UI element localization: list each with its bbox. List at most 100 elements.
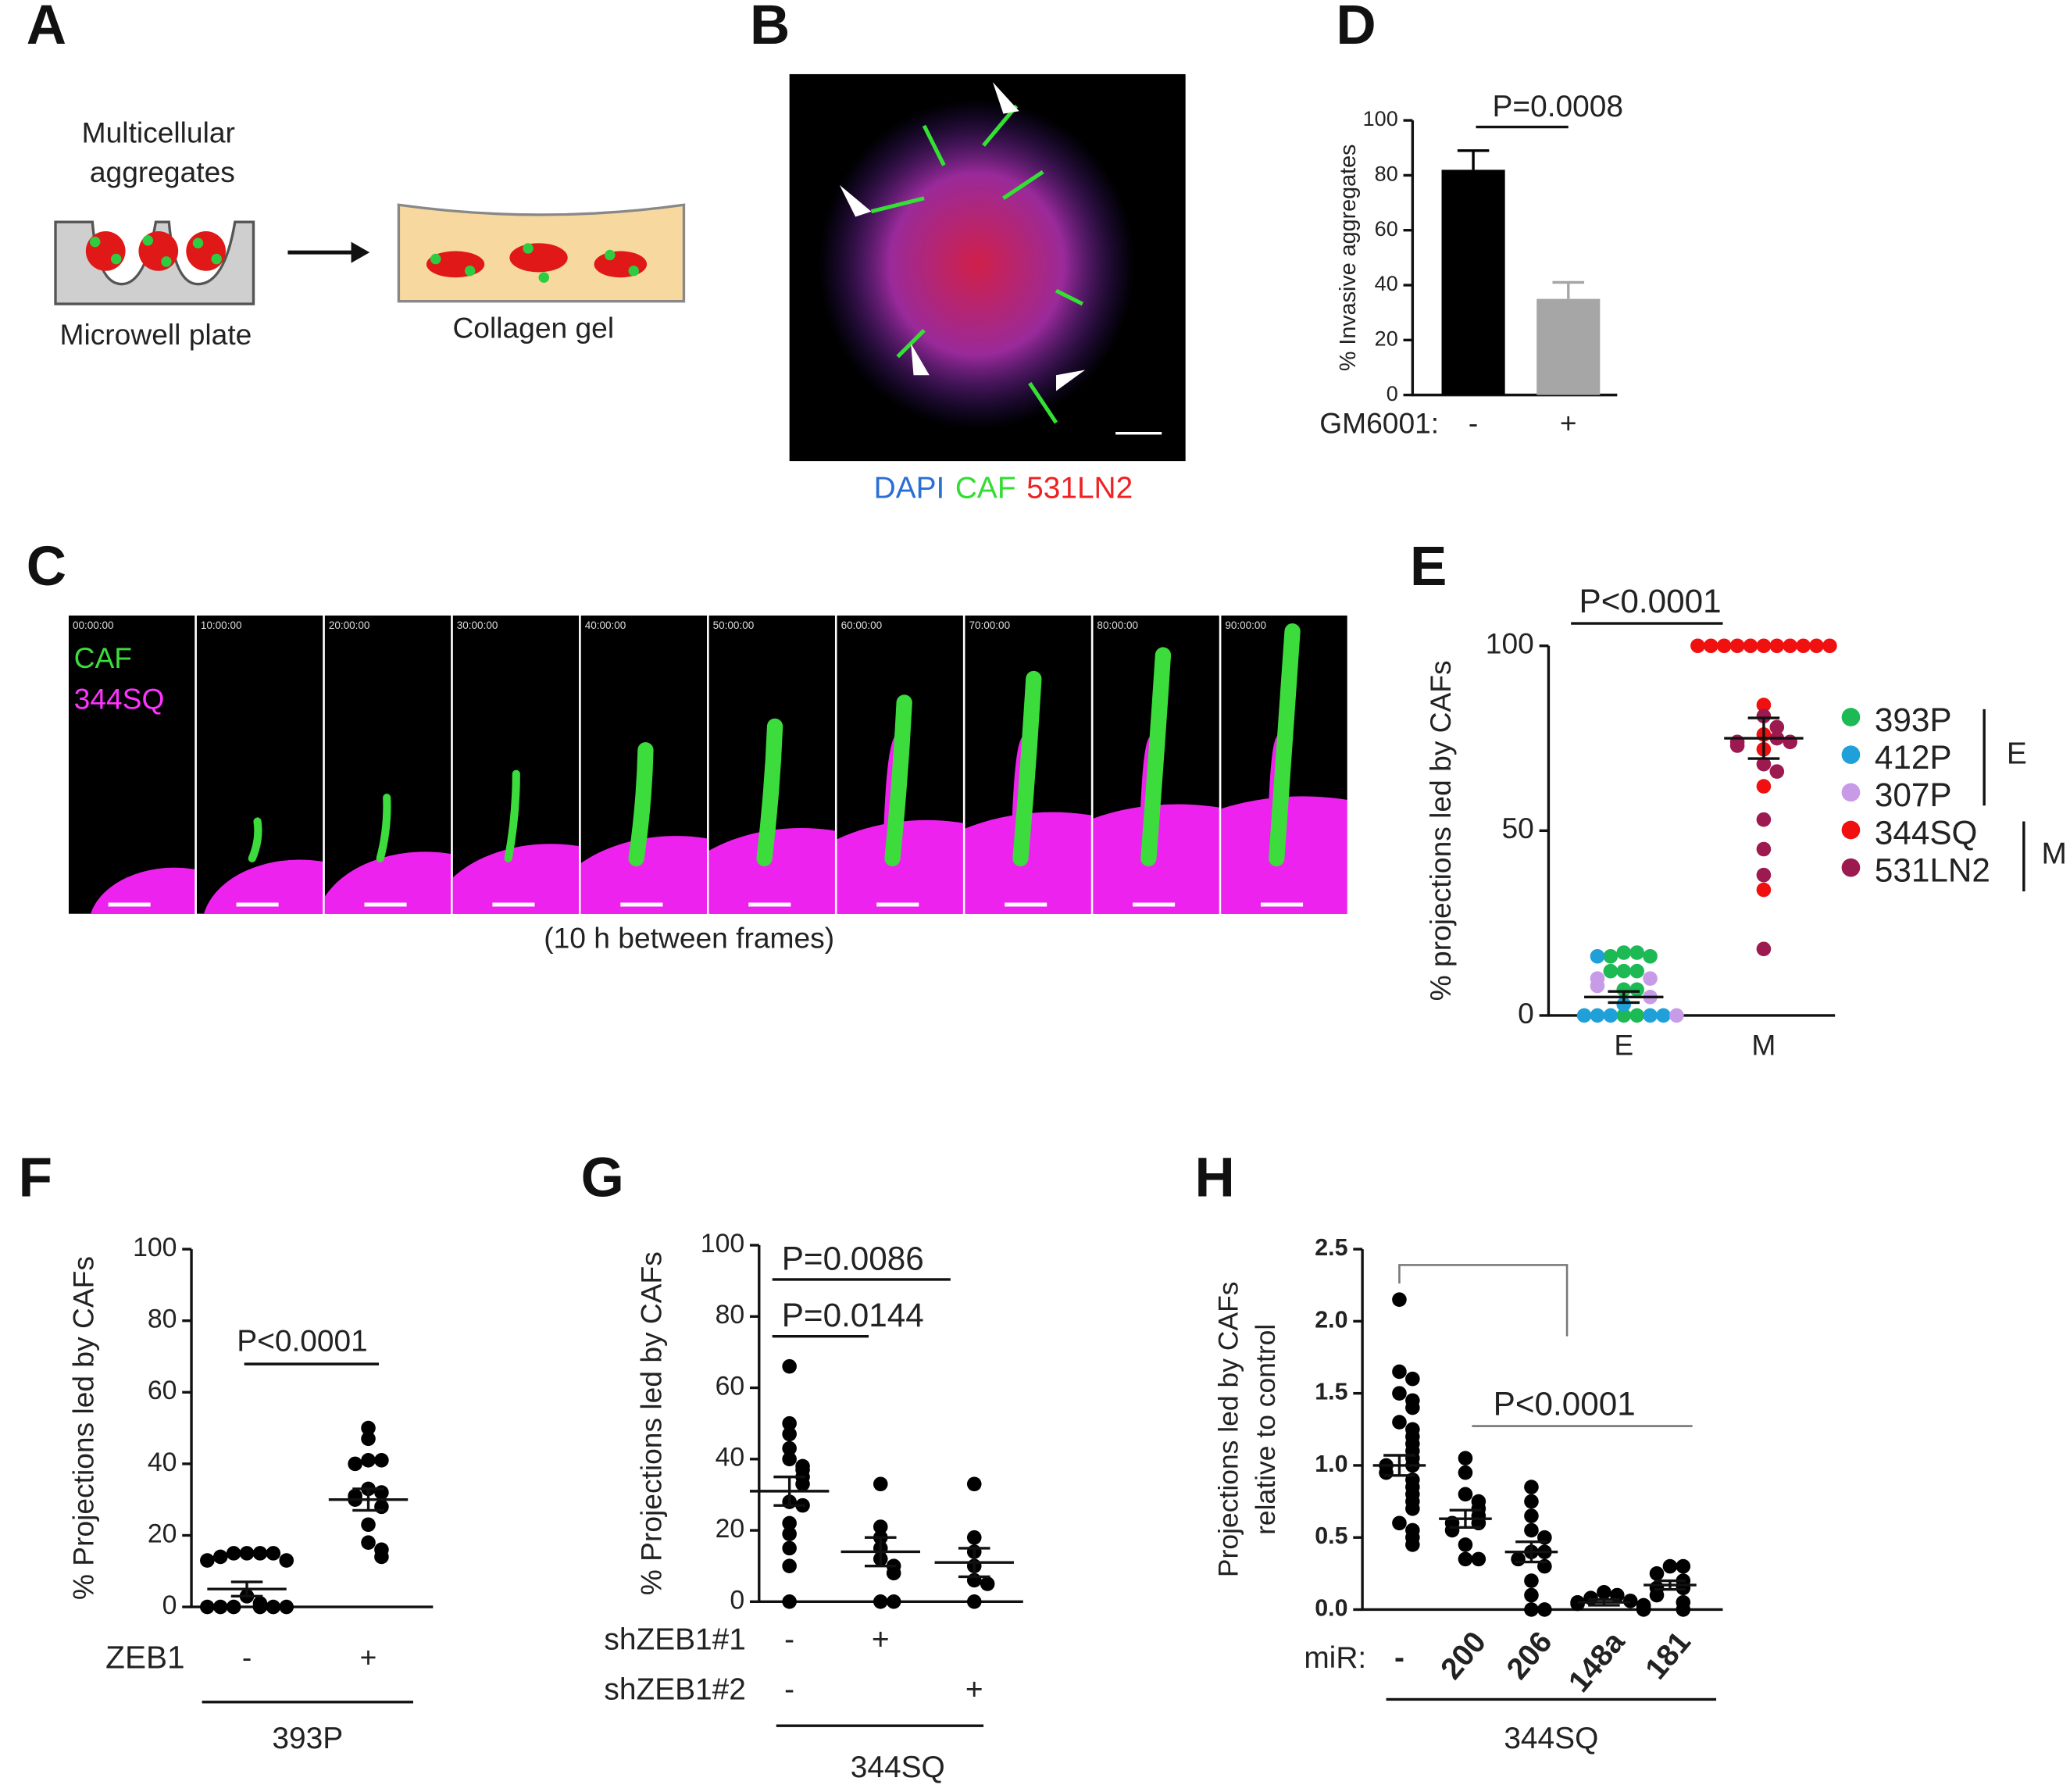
y-tick-label: 80 bbox=[716, 1300, 745, 1330]
legend-swatch bbox=[1841, 858, 1861, 877]
x-axis-label: ZEB1 bbox=[105, 1639, 184, 1675]
data-point bbox=[1590, 1008, 1605, 1023]
p-value: P<0.0001 bbox=[1579, 583, 1722, 619]
y-tick-label: 1.0 bbox=[1315, 1451, 1347, 1477]
x-axis-label: GM6001: bbox=[1319, 406, 1439, 439]
data-point bbox=[782, 1558, 797, 1573]
y-tick-label: 50 bbox=[1501, 812, 1533, 844]
timestamp: 50:00:00 bbox=[713, 619, 755, 631]
y-tick-label: 20 bbox=[1375, 327, 1398, 350]
data-point bbox=[1822, 638, 1837, 654]
data-point bbox=[1444, 1522, 1460, 1538]
data-point bbox=[1458, 1451, 1473, 1465]
data-point bbox=[1756, 812, 1772, 827]
data-point bbox=[1676, 1558, 1691, 1574]
data-point bbox=[374, 1453, 389, 1468]
legend-label: 307P bbox=[1875, 776, 1952, 813]
data-point bbox=[1616, 1008, 1632, 1023]
data-point bbox=[1622, 1594, 1638, 1608]
data-point bbox=[1756, 779, 1772, 794]
data-point bbox=[1636, 1602, 1651, 1617]
data-point bbox=[966, 1530, 982, 1545]
data-point bbox=[980, 1576, 995, 1591]
data-point bbox=[1729, 738, 1745, 753]
data-point bbox=[1690, 638, 1705, 654]
data-point bbox=[1756, 709, 1772, 723]
data-point bbox=[1405, 1400, 1420, 1415]
data-point bbox=[1756, 756, 1772, 772]
data-point bbox=[1392, 1386, 1407, 1401]
schematic-a: Multicellular aggregates Microwell plate… bbox=[54, 116, 686, 351]
panel-label: H bbox=[1194, 1148, 1234, 1209]
aggregates bbox=[85, 231, 226, 271]
data-point bbox=[782, 1451, 797, 1467]
data-point bbox=[1405, 1537, 1420, 1552]
p-value: P=0.0008 bbox=[1493, 90, 1623, 123]
frame bbox=[708, 615, 836, 914]
data-point bbox=[782, 1526, 797, 1541]
data-point bbox=[782, 1415, 797, 1431]
panel-label: A bbox=[27, 0, 66, 56]
data-point bbox=[1756, 841, 1772, 857]
data-point bbox=[1756, 941, 1772, 957]
data-point bbox=[1392, 1515, 1407, 1531]
data-point bbox=[1662, 1558, 1678, 1574]
data-point bbox=[361, 1431, 376, 1447]
data-point bbox=[200, 1553, 215, 1568]
caf bbox=[628, 742, 654, 866]
data-point bbox=[1669, 1008, 1684, 1023]
data-point bbox=[1756, 698, 1772, 712]
x-tick-label: M bbox=[1751, 1028, 1776, 1061]
data-point bbox=[252, 1546, 268, 1561]
data-point bbox=[1616, 963, 1632, 979]
data-point bbox=[782, 1594, 797, 1609]
y-tick-label: 1.5 bbox=[1315, 1379, 1347, 1405]
timestamp: 60:00:00 bbox=[841, 619, 883, 631]
data-point bbox=[1809, 638, 1824, 654]
x-tick-label: E bbox=[1614, 1028, 1633, 1061]
invading-aggregates bbox=[426, 243, 648, 283]
data-point bbox=[1524, 1587, 1539, 1603]
tumor-cell bbox=[580, 836, 708, 914]
bracket bbox=[1398, 1264, 1569, 1337]
data-point bbox=[782, 1515, 797, 1531]
data-point bbox=[252, 1599, 268, 1615]
y-tick-label: 0 bbox=[730, 1585, 744, 1615]
data-point bbox=[1743, 638, 1758, 654]
data-point bbox=[1676, 1580, 1691, 1596]
data-point bbox=[1379, 1465, 1394, 1480]
caption: (10 h between frames) bbox=[544, 921, 834, 954]
data-point bbox=[1524, 1494, 1539, 1509]
data-point bbox=[886, 1594, 901, 1609]
data-point bbox=[374, 1499, 389, 1515]
row-label: shZEB1#1 bbox=[604, 1622, 745, 1656]
x-tick-label: - bbox=[1469, 406, 1478, 439]
stain-name: DAPI bbox=[874, 472, 945, 505]
data-point bbox=[1629, 963, 1644, 979]
tumor-cell bbox=[1093, 804, 1220, 914]
caf bbox=[756, 718, 783, 866]
caf bbox=[1140, 647, 1172, 866]
data-point bbox=[1756, 638, 1772, 654]
data-point bbox=[266, 1546, 281, 1561]
data-point bbox=[1458, 1551, 1473, 1567]
timestamp: 30:00:00 bbox=[457, 619, 498, 631]
data-point bbox=[200, 1599, 215, 1615]
plate-label: Microwell plate bbox=[60, 318, 252, 351]
data-point bbox=[966, 1594, 982, 1609]
data-point bbox=[1783, 638, 1798, 654]
timestamp: 90:00:00 bbox=[1225, 619, 1266, 631]
data-point bbox=[1471, 1551, 1486, 1567]
data-point bbox=[873, 1519, 888, 1534]
data-point bbox=[782, 1540, 797, 1556]
data-point bbox=[1392, 1415, 1407, 1430]
bar bbox=[1536, 298, 1601, 395]
y-tick-label: 0 bbox=[1387, 382, 1398, 405]
data-point bbox=[1524, 1522, 1539, 1538]
legend-label: 531LN2 bbox=[1875, 852, 1990, 889]
tumor-cell bbox=[965, 812, 1092, 914]
stain-name: CAF bbox=[955, 472, 1016, 505]
data-point bbox=[1629, 1008, 1644, 1023]
stain-legend: DAPI CAF 531LN2 bbox=[874, 472, 1133, 505]
data-point bbox=[873, 1476, 888, 1492]
